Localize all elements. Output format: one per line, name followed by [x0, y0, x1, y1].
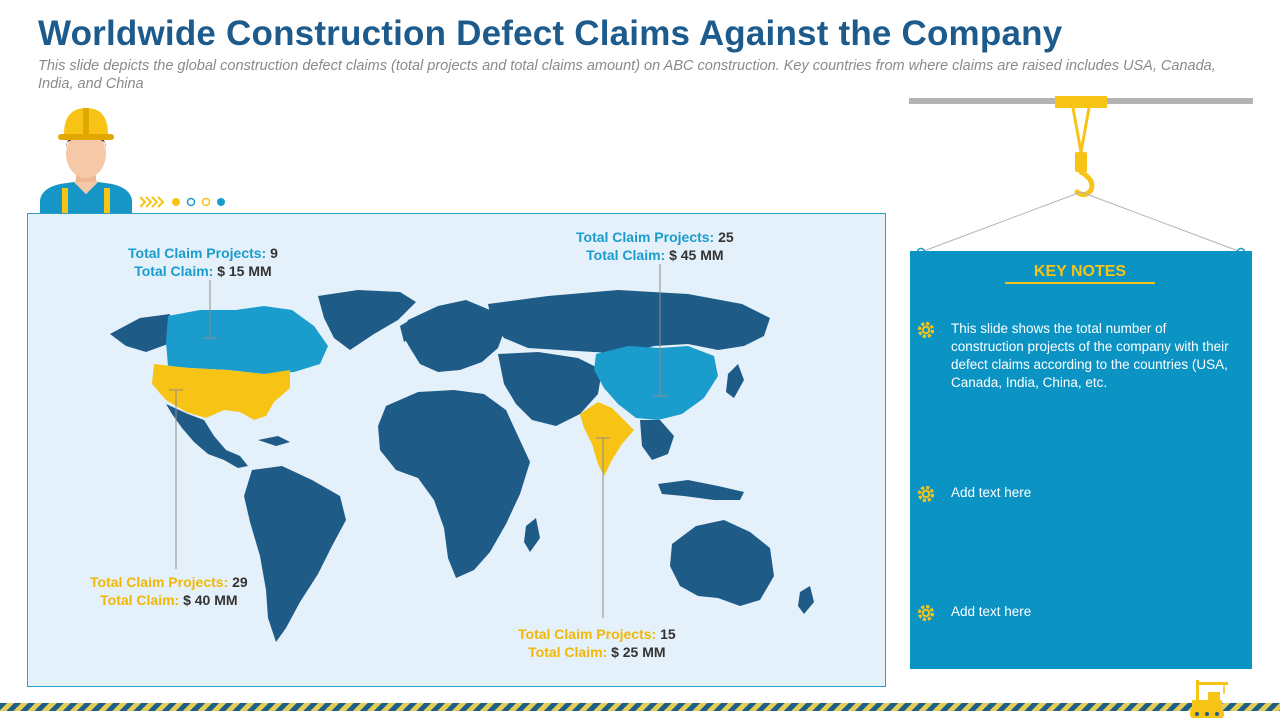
madagascar-shape [524, 518, 540, 552]
callout-projects-value: 15 [660, 626, 676, 642]
note-text: Add text here [951, 604, 1032, 619]
callout-usa: Total Claim Projects: 29 Total Claim: $ … [90, 573, 248, 609]
arrows-icon [140, 196, 225, 208]
world-map [110, 264, 814, 642]
callout-projects-value: 25 [718, 229, 734, 245]
south-america-shape [244, 466, 346, 642]
note-text: Add text here [951, 485, 1032, 500]
caribbean-shape [258, 436, 290, 446]
gear-icon [917, 485, 935, 503]
callout-canada: Total Claim Projects: 9 Total Claim: $ 1… [128, 244, 278, 280]
key-notes-panel: KEY NOTES This slide shows the total num… [910, 251, 1252, 669]
worker-icon [40, 108, 132, 214]
canada-shape [166, 306, 328, 374]
callout-projects-label: Total Claim Projects: [128, 245, 267, 261]
southeast-asia-shape [640, 420, 674, 460]
crane-truck-icon [1190, 680, 1228, 718]
russia-shape [488, 290, 770, 354]
callout-projects-label: Total Claim Projects: [576, 229, 715, 245]
china-shape [594, 346, 718, 420]
callout-claim-value: $ 15 MM [217, 263, 272, 279]
page-subtitle: This slide depicts the global constructi… [38, 58, 1216, 92]
callout-claim-label: Total Claim: [528, 644, 608, 660]
indonesia-shape [658, 480, 744, 500]
crane-hook-icon [909, 96, 1253, 257]
note-text: This slide shows the total number of con… [951, 321, 1229, 390]
callout-claim-label: Total Claim: [100, 592, 180, 608]
callout-projects-value: 29 [232, 574, 248, 590]
europe-shape [402, 300, 506, 372]
callout-claim-label: Total Claim: [586, 247, 666, 263]
middle-east-shape [498, 352, 602, 426]
gear-icon [917, 604, 935, 622]
callout-claim-value: $ 40 MM [183, 592, 238, 608]
africa-shape [378, 390, 530, 578]
key-notes-title: KEY NOTES [1005, 263, 1155, 284]
mexico-shape [166, 404, 248, 468]
india-shape [580, 402, 634, 476]
world-map-panel: Total Claim Projects: 9 Total Claim: $ 1… [27, 213, 886, 687]
gear-icon [917, 321, 935, 339]
callout-claim-value: $ 25 MM [611, 644, 666, 660]
callout-claim-value: $ 45 MM [669, 247, 724, 263]
greenland-shape [318, 290, 416, 350]
uk-shape [400, 320, 414, 342]
callout-projects-value: 9 [270, 245, 278, 261]
callout-india: Total Claim Projects: 15 Total Claim: $ … [518, 625, 676, 661]
alaska-shape [110, 314, 170, 352]
page-title: Worldwide Construction Defect Claims Aga… [38, 14, 1063, 53]
callout-china: Total Claim Projects: 25 Total Claim: $ … [576, 228, 734, 264]
new-zealand-shape [798, 586, 814, 614]
usa-shape [152, 364, 290, 420]
australia-shape [670, 520, 774, 606]
callout-projects-label: Total Claim Projects: [518, 626, 657, 642]
callout-projects-label: Total Claim Projects: [90, 574, 229, 590]
japan-shape [726, 364, 744, 398]
callout-claim-label: Total Claim: [134, 263, 214, 279]
footer-stripe [0, 703, 1280, 711]
